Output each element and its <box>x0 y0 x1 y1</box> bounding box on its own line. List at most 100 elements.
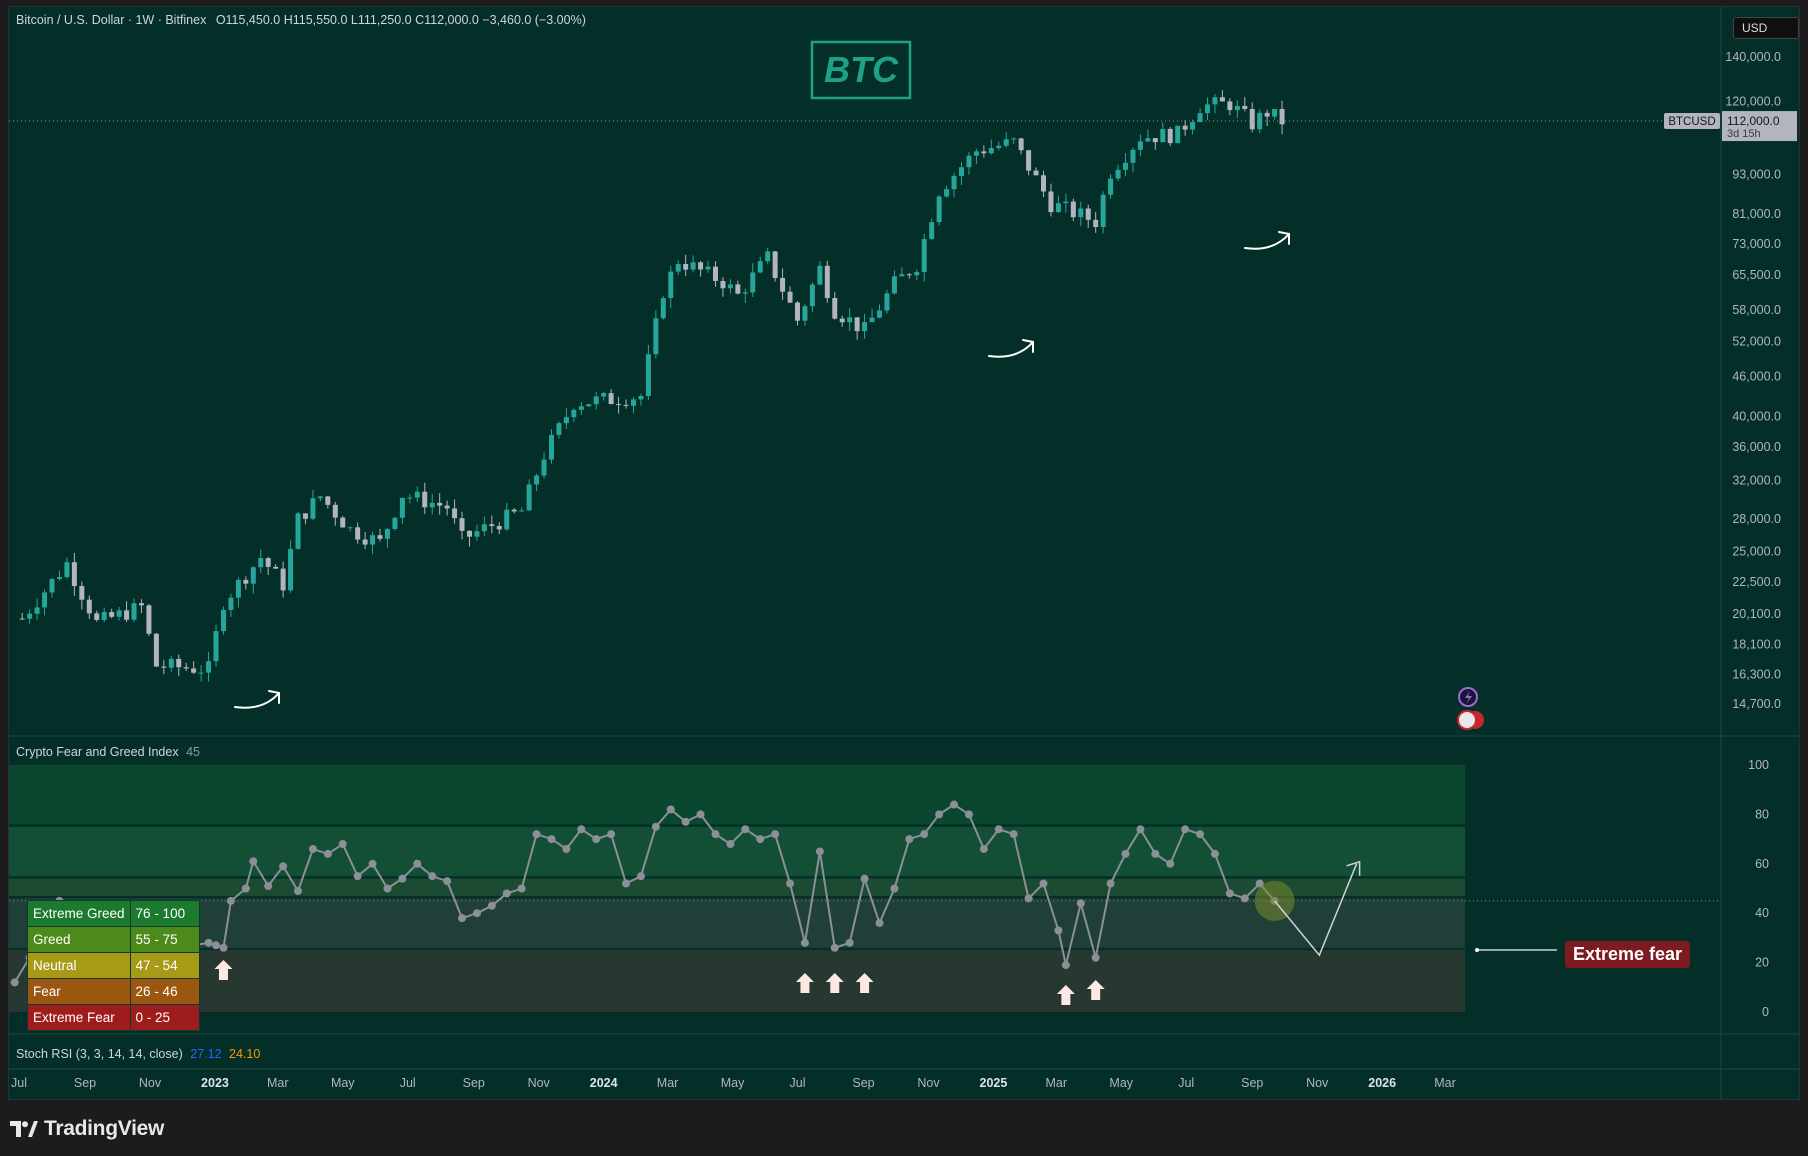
ohlc-open: O115,450.0 <box>215 13 281 27</box>
time-tick-label: Sep <box>463 1076 485 1090</box>
fg-point <box>249 857 258 866</box>
candle-body <box>1137 141 1143 150</box>
price-tick-label: 14,700.0 <box>1732 697 1781 711</box>
candle-body <box>340 517 346 528</box>
time-tick-label: Sep <box>852 1076 874 1090</box>
candle-body <box>548 434 554 460</box>
candle-body <box>757 261 763 273</box>
fg-point <box>786 879 795 888</box>
fg-point <box>1054 926 1063 935</box>
candle-body <box>1167 128 1173 144</box>
fg-point <box>845 938 854 947</box>
candle-body <box>720 280 726 289</box>
candle-body <box>780 277 786 292</box>
fg-point <box>651 822 660 831</box>
candle-body <box>1033 170 1039 176</box>
fg-point <box>323 849 332 858</box>
candle-body <box>56 577 62 579</box>
fg-point <box>1091 953 1100 962</box>
legend-label: Fear <box>27 978 131 1005</box>
fg-panel-title[interactable]: Crypto Fear and Greed Index 45 <box>16 745 200 759</box>
fear-up-arrow-icon <box>855 973 874 993</box>
candle-body <box>1160 128 1166 143</box>
fg-point <box>428 872 437 881</box>
time-tick-label: May <box>331 1076 355 1090</box>
fg-tick-label: 20 <box>1755 956 1769 970</box>
candle-body <box>951 175 957 190</box>
legend-label: Greed <box>27 926 131 953</box>
candle-body <box>220 609 226 632</box>
symbol-title[interactable]: Bitcoin / U.S. Dollar · 1W · Bitfinex <box>16 13 207 27</box>
chart-canvas[interactable]: BTC 140,000.0 120,000.0 93,000.0 81,000.0 73,… <box>9 7 1799 1099</box>
candle-body <box>481 524 487 532</box>
candle-body <box>250 567 256 584</box>
candle-body <box>996 145 1002 149</box>
price-tick-label: 65,500.0 <box>1732 268 1781 282</box>
time-tick-label: Nov <box>1306 1076 1329 1090</box>
fg-point <box>577 825 586 834</box>
fg-band-1 <box>9 826 1465 877</box>
candle-body <box>519 510 525 512</box>
fg-point <box>592 835 601 844</box>
candle-body <box>19 618 25 620</box>
legend-row: Extreme Fear 0 - 25 <box>27 1004 200 1031</box>
candle-body <box>1212 97 1218 105</box>
callout-dot <box>1475 948 1479 952</box>
candle-body <box>131 603 137 620</box>
price-tick-label: 120,000.0 <box>1725 94 1781 108</box>
candle-body <box>362 539 368 545</box>
fg-point <box>241 884 250 893</box>
arrow-up-icon-curve <box>234 692 280 709</box>
candle-body <box>86 599 92 614</box>
candle-body <box>921 239 927 273</box>
candle-body <box>429 502 435 508</box>
fg-projection-line <box>1274 863 1358 957</box>
fg-point <box>771 830 780 839</box>
fg-point <box>890 884 899 893</box>
arrow-up-icon-head <box>1278 231 1290 245</box>
currency-button[interactable]: USD <box>1733 17 1799 39</box>
candle-body <box>258 558 264 568</box>
fg-point <box>1166 859 1175 868</box>
candle-body <box>1108 178 1114 195</box>
fg-point <box>279 862 288 871</box>
candle-body <box>765 251 771 262</box>
fg-point <box>830 943 839 952</box>
fg-tick-label: 60 <box>1755 857 1769 871</box>
candle-body <box>459 518 465 531</box>
time-tick-label: Mar <box>267 1076 289 1090</box>
candle-body <box>929 222 935 240</box>
arrow-up-icon <box>1244 231 1290 250</box>
fg-point <box>219 943 228 952</box>
candle-body <box>981 151 987 154</box>
candle-body <box>138 603 144 606</box>
btc-logo-text: BTC <box>824 49 899 90</box>
candle-body <box>1279 108 1285 125</box>
arrow-up-icon-head <box>268 690 280 704</box>
fg-point <box>294 886 303 895</box>
candle-body <box>839 318 845 323</box>
fg-point <box>1196 830 1205 839</box>
tradingview-brand[interactable]: TradingView <box>10 1117 164 1141</box>
ohlc-low: L111,250.0 <box>350 13 412 27</box>
candle-body <box>1242 105 1248 110</box>
chart-frame[interactable]: BTC 140,000.0 120,000.0 93,000.0 81,000.0 73,… <box>8 6 1800 1100</box>
legend-label: Extreme Greed <box>27 900 131 927</box>
fg-point <box>212 941 221 950</box>
candle-body <box>370 535 376 545</box>
fg-tick-label: 0 <box>1762 1005 1769 1019</box>
candle-body <box>1055 203 1061 213</box>
fg-point <box>681 817 690 826</box>
candle-body <box>206 661 212 673</box>
candle-body <box>556 423 562 435</box>
candle-body <box>101 612 107 620</box>
fg-point <box>1255 879 1264 888</box>
candle-body <box>1249 109 1255 130</box>
fg-point <box>308 844 317 853</box>
candle-body <box>407 497 413 499</box>
stoch-panel-title[interactable]: Stoch RSI (3, 3, 14, 14, close) 27.12 24… <box>16 1047 260 1061</box>
candle-body <box>809 284 815 307</box>
fg-point <box>398 874 407 883</box>
candle-body <box>489 524 495 527</box>
arrow-up-icon-curve <box>1244 233 1290 250</box>
